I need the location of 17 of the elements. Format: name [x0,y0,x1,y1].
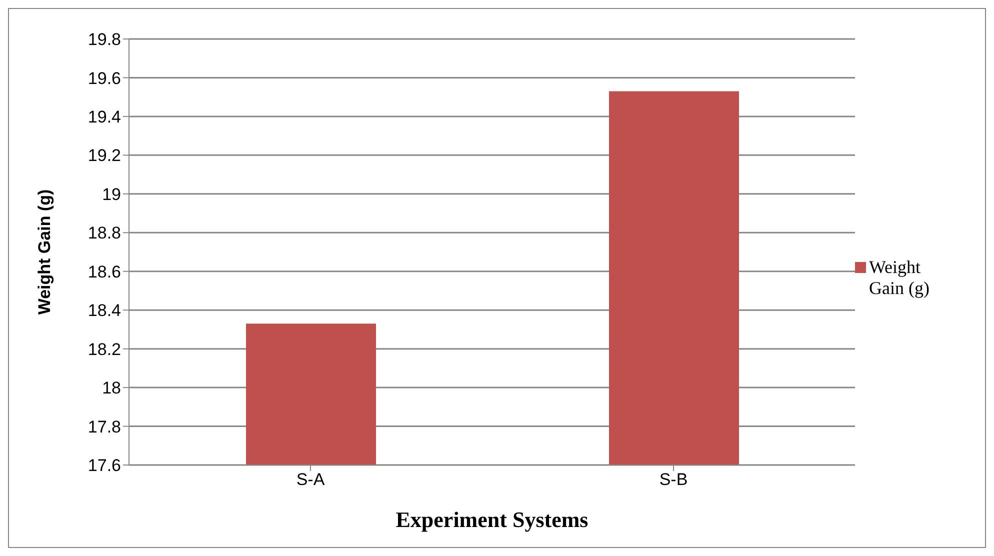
y-tick-label: 17.6 [88,456,121,476]
y-tick-label: 18.8 [88,224,121,243]
y-axis-title: Weight Gain (g) [35,189,54,315]
x-tick-label: S-A [296,470,326,490]
y-tick-label: 19.2 [88,146,121,166]
y-tick-label: 19.6 [88,68,121,88]
legend-label: Weight Gain (g) [869,257,930,299]
y-tick-label: 18.4 [88,301,121,320]
x-axis-title: Experiment Systems [396,507,589,532]
y-tick-label: 19.4 [88,107,121,126]
y-tick-label: 19 [102,184,121,204]
y-tick-label: 18 [102,378,121,398]
y-tick-label: 17.8 [88,417,121,436]
y-tick-label: 18.2 [88,340,121,359]
y-tick-label: 19.8 [88,30,121,50]
y-tick-label: 18.6 [88,262,121,282]
x-tick-label: S-B [659,470,688,490]
